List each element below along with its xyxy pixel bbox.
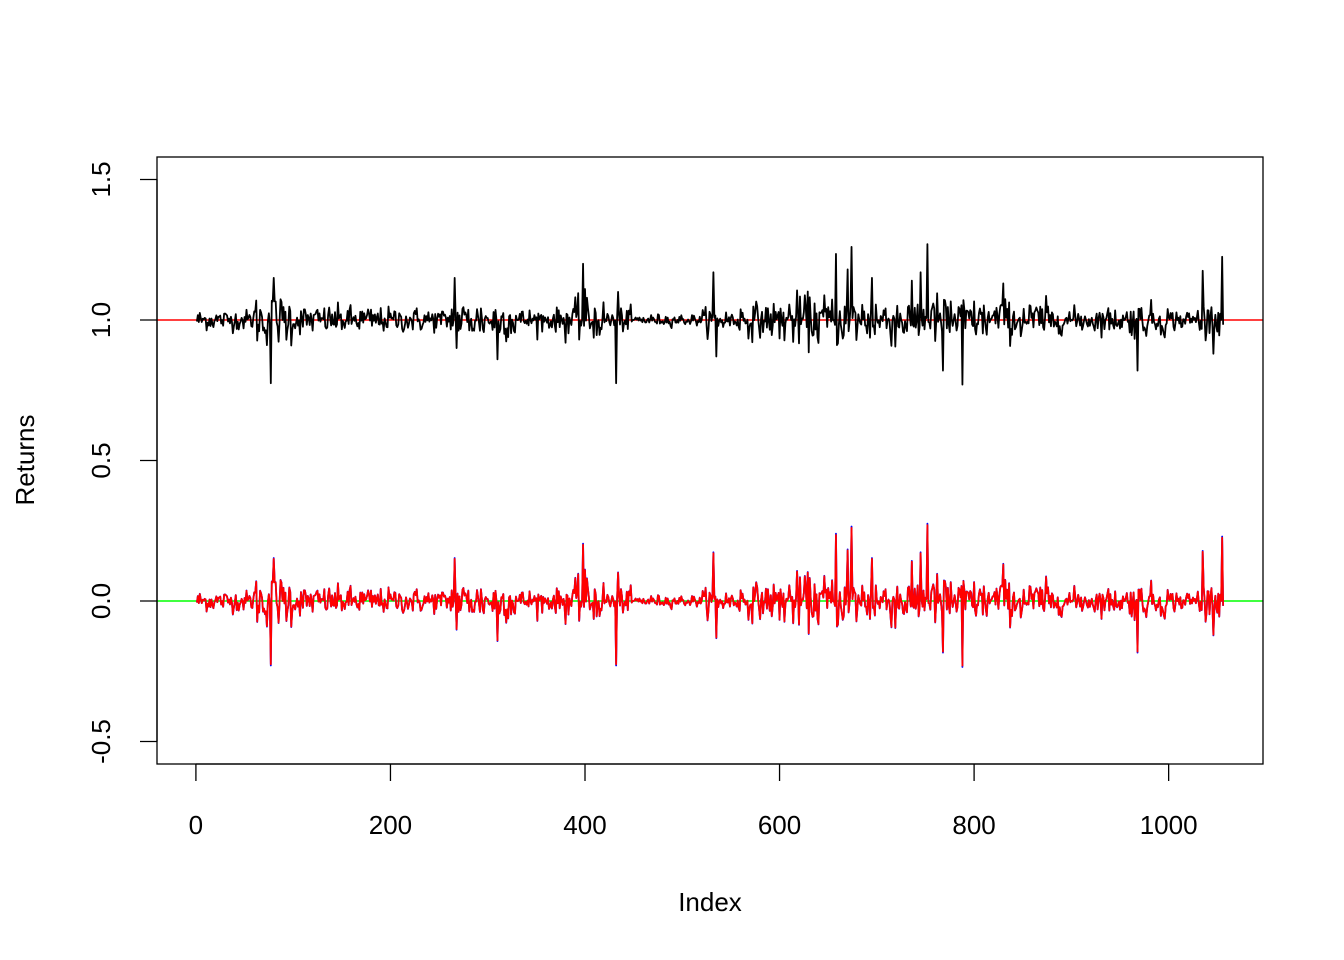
y-axis: -0.5 0.0 0.5 1.0 1.5 bbox=[86, 161, 158, 764]
x-axis: 0 200 400 600 800 1000 bbox=[189, 763, 1198, 840]
x-tick-label: 600 bbox=[758, 810, 801, 840]
y-tick-label: 0.5 bbox=[86, 442, 116, 478]
x-tick-label: 1000 bbox=[1140, 810, 1198, 840]
x-tick-label: 400 bbox=[563, 810, 606, 840]
y-tick-label: 0.0 bbox=[86, 583, 116, 619]
y-tick-label: -0.5 bbox=[86, 719, 116, 764]
y-tick-label: 1.0 bbox=[86, 302, 116, 338]
x-tick-label: 800 bbox=[952, 810, 995, 840]
series-line bbox=[195, 243, 1225, 386]
x-tick-label: 200 bbox=[369, 810, 412, 840]
x-tick-label: 0 bbox=[189, 810, 203, 840]
series-lines bbox=[195, 243, 1225, 668]
y-tick-label: 1.5 bbox=[86, 161, 116, 197]
y-axis-label: Returns bbox=[10, 414, 40, 505]
series-line bbox=[195, 524, 1225, 667]
x-axis-label: Index bbox=[678, 887, 742, 917]
